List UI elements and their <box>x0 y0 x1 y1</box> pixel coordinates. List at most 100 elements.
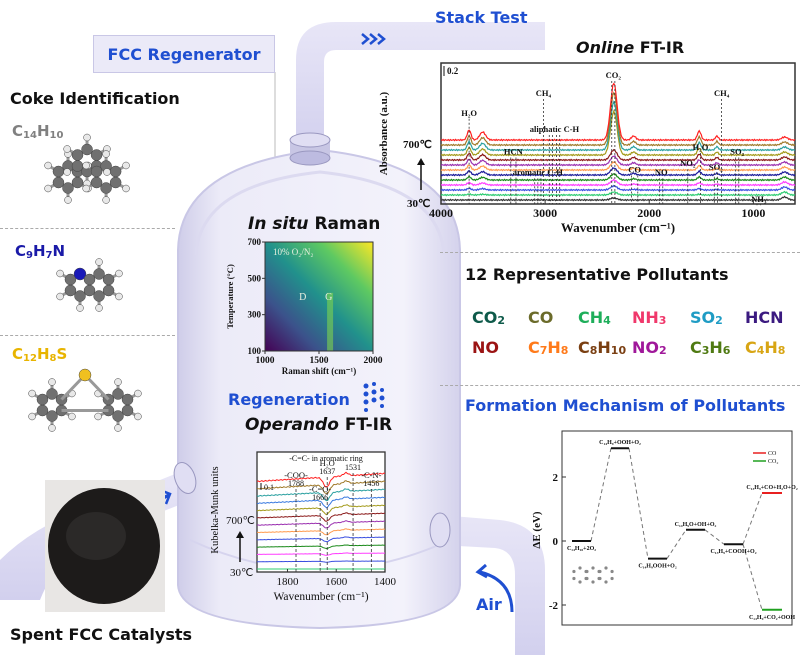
stack-flow-arrow-icon <box>361 33 386 45</box>
pollutant-item: C4H8 <box>745 338 786 357</box>
sulfur-atom <box>78 368 92 382</box>
carbon-atom <box>36 393 49 406</box>
hydrogen-atom <box>56 269 64 278</box>
top-nozzle <box>289 132 331 166</box>
spectrum-line <box>440 99 796 152</box>
molecule-atom <box>585 576 589 581</box>
y-tick-label: 300 <box>248 310 262 320</box>
annotation-label: H₂O <box>693 142 709 152</box>
annotation-label: aliphatic C-H <box>530 124 580 134</box>
carbon-atom <box>100 182 112 194</box>
carbon-atom <box>93 268 105 280</box>
divider <box>440 385 800 386</box>
hydrogen-atom <box>44 184 52 193</box>
regenerator-vessel <box>177 148 461 630</box>
annotation-label: H₂O <box>320 458 335 468</box>
energy-level-label: C₁₄H₁₀+2O₂ <box>567 546 596 552</box>
x-tick-label: 4000 <box>429 206 453 220</box>
carbon-atom <box>83 273 96 286</box>
carbon-atom <box>90 149 103 161</box>
hydrogen-atom <box>82 161 90 170</box>
y-tick-label: 700 <box>248 237 262 247</box>
spectrum-line <box>256 496 386 509</box>
divider <box>440 252 800 253</box>
pollutant-item: CO2 <box>472 308 505 327</box>
annotation-label: NO₂ <box>680 158 696 168</box>
spectrum-line <box>256 536 386 543</box>
carbon-atom <box>62 182 74 194</box>
hydrogen-atom <box>102 196 110 204</box>
y-tick-label: 100 <box>248 346 262 356</box>
pollutant-item: NO <box>472 338 499 357</box>
carbon-atom <box>36 404 49 417</box>
carbon-atom <box>64 273 77 286</box>
pollutant-item: SO2 <box>690 308 723 327</box>
annotation-label: SO₂ <box>709 162 723 172</box>
energy-level-label: C₁₄H₉OOH+O₂ <box>638 564 676 570</box>
hydrogen-atom <box>134 412 142 421</box>
spectrum-line <box>440 91 796 147</box>
raman-title-italic: In situ <box>248 214 309 234</box>
carbon-atom <box>102 273 115 286</box>
molecule-atom <box>610 576 614 581</box>
spectrum-line <box>440 173 796 182</box>
temperature-arrowhead-icon <box>417 158 425 165</box>
y-tick-label: 2 <box>553 472 559 484</box>
hydrogen-atom <box>122 161 130 170</box>
divider <box>0 335 175 336</box>
annotation-value: 1637 <box>319 467 335 476</box>
carbon-atom <box>81 143 93 156</box>
hydrogen-atom <box>56 292 64 301</box>
x-tick-label: 1000 <box>741 206 765 220</box>
hydrogen-atom <box>115 292 123 301</box>
carbon-atom <box>121 404 134 417</box>
plot-frame <box>256 451 386 573</box>
hydrogen-atom <box>64 196 72 204</box>
temperature-high-label: 700℃ <box>403 139 432 151</box>
spectrum-line <box>440 184 796 192</box>
energy-level-label: C₁₃H₉+COOH+O₂ <box>710 549 756 555</box>
scale-bar-label: 0.1 <box>264 483 274 492</box>
spectrum-line <box>440 155 795 167</box>
spectrum-line <box>440 161 796 172</box>
formula-c12h8s: C12H8S <box>12 345 67 364</box>
annotation-value: 1788 <box>288 479 304 488</box>
molecule-atom <box>598 569 602 574</box>
carbon-atom <box>73 267 87 281</box>
operando-title-rest: FT-IR <box>338 415 393 435</box>
connection-dashed-line <box>590 448 612 542</box>
legend-label: CO <box>768 451 777 457</box>
regeneration-dots-icon <box>363 382 385 412</box>
hydrogen-atom <box>28 389 36 398</box>
energy-level-label: C₁₃H₉+CO₂+OOH <box>749 615 795 621</box>
hydrogen-atom <box>44 161 52 170</box>
annotation-label: -C-N- <box>361 470 381 480</box>
air-pipe <box>440 515 545 655</box>
carbon-atom <box>71 176 84 189</box>
pollutant-item: CO <box>528 308 554 327</box>
coke-identification-title: Coke Identification <box>10 89 180 108</box>
spent-catalyst-photo <box>45 480 165 612</box>
annotation-label: aromatic C-H <box>513 167 564 177</box>
x-tick-label: 1500 <box>310 356 329 366</box>
molecule-atom <box>585 569 589 574</box>
connection-dashed-line <box>742 544 763 610</box>
carbon-atom <box>109 176 122 189</box>
spectrum-line <box>440 195 796 202</box>
hydrogen-atom <box>63 168 71 176</box>
carbon-atom <box>109 165 122 178</box>
x-tick-label: 3000 <box>533 206 557 220</box>
energy-level-label: C₁₄H₉O+OH+O₂ <box>675 522 717 528</box>
temperature-low-label: 30℃ <box>230 567 253 579</box>
spectrum-line <box>440 190 796 197</box>
plot-frame <box>440 62 796 205</box>
carbon-atom <box>112 410 124 422</box>
annotation-label: -COO- <box>284 470 308 480</box>
x-tick-label: 2000 <box>637 206 661 220</box>
connection-dashed-line <box>628 448 649 559</box>
pollutant-item: CH4 <box>578 308 611 327</box>
carbon-atom <box>52 176 65 189</box>
online-ftir-title-rest: FT-IR <box>634 38 685 57</box>
annotation-label: NO <box>655 167 668 177</box>
hydrogen-atom <box>122 184 130 193</box>
